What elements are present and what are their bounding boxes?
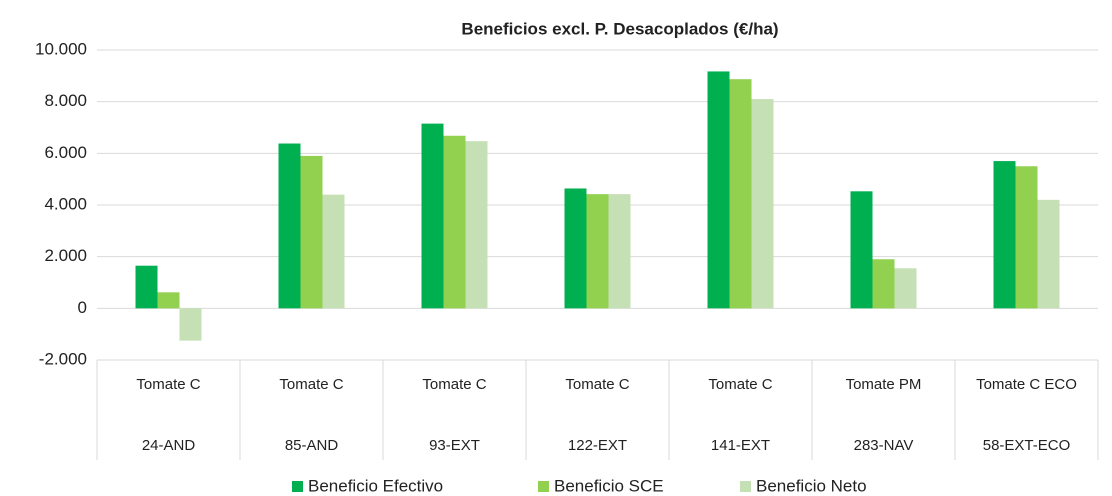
bar bbox=[993, 161, 1016, 309]
chart-title: Beneficios excl. P. Desacoplados (€/ha) bbox=[461, 19, 778, 38]
bar bbox=[729, 79, 752, 309]
bar bbox=[872, 259, 895, 309]
x-category-label: Tomate PM bbox=[845, 376, 922, 393]
y-tick-label: 10.000 bbox=[35, 39, 87, 58]
x-category-label: Tomate C bbox=[422, 376, 487, 393]
bar bbox=[608, 194, 631, 309]
x-subcategory-label: 122-EXT bbox=[567, 437, 628, 454]
bar bbox=[1015, 166, 1038, 309]
y-tick-label: 0 bbox=[78, 298, 87, 317]
x-subcategory-label: 93-EXT bbox=[429, 437, 480, 454]
legend-swatch bbox=[538, 481, 549, 492]
x-subcategory-label: 141-EXT bbox=[710, 437, 771, 454]
y-tick-label: -2.000 bbox=[39, 349, 87, 368]
x-subcategory-label: 58-EXT-ECO bbox=[982, 437, 1071, 454]
bar bbox=[135, 265, 158, 309]
y-tick-label: 8.000 bbox=[44, 91, 87, 110]
bar bbox=[300, 155, 323, 309]
bar bbox=[465, 141, 488, 309]
legend-label: Beneficio SCE bbox=[554, 476, 664, 495]
bar bbox=[751, 99, 774, 309]
y-tick-label: 2.000 bbox=[44, 246, 87, 265]
x-category-label: Tomate C bbox=[136, 376, 201, 393]
bar bbox=[322, 194, 345, 309]
x-category-label: Tomate C bbox=[565, 376, 630, 393]
bar bbox=[850, 191, 873, 309]
x-subcategory-label: 283-NAV bbox=[853, 437, 914, 454]
bar bbox=[1037, 199, 1060, 309]
x-category-label: Tomate C bbox=[708, 376, 773, 393]
bar bbox=[586, 194, 609, 309]
legend-label: Beneficio Neto bbox=[756, 476, 867, 495]
legend-swatch bbox=[292, 481, 303, 492]
legend-swatch bbox=[740, 481, 751, 492]
y-tick-label: 6.000 bbox=[44, 143, 87, 162]
bar bbox=[564, 188, 587, 309]
bar bbox=[421, 123, 444, 309]
y-tick-label: 4.000 bbox=[44, 194, 87, 213]
bar bbox=[894, 268, 917, 309]
x-subcategory-label: 85-AND bbox=[284, 437, 339, 454]
x-category-label: Tomate C ECO bbox=[976, 376, 1077, 393]
x-subcategory-label: 24-AND bbox=[141, 437, 196, 454]
bar bbox=[278, 143, 301, 309]
bar bbox=[157, 292, 180, 309]
bar bbox=[179, 308, 202, 341]
legend-label: Beneficio Efectivo bbox=[308, 476, 443, 495]
x-category-label: Tomate C bbox=[279, 376, 344, 393]
bar bbox=[443, 135, 466, 309]
bar bbox=[707, 71, 730, 309]
